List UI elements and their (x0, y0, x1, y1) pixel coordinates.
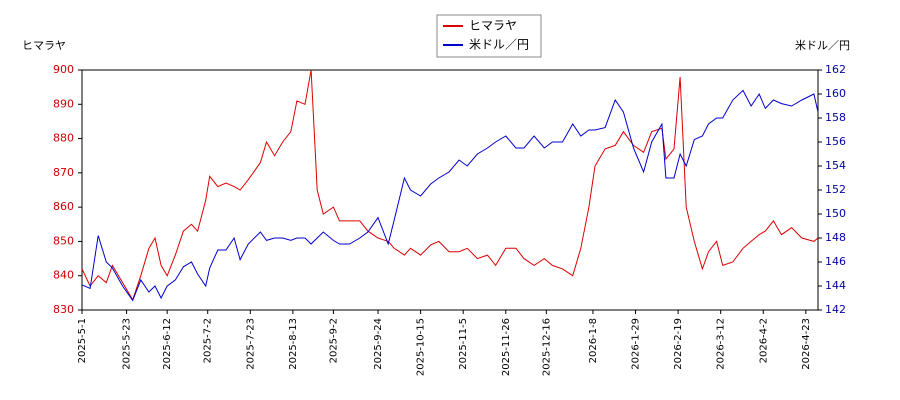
y2-tick-label: 152 (825, 183, 846, 196)
legend-label: ヒマラヤ (469, 19, 517, 33)
x-tick-label: 2026-3-12 (716, 318, 727, 370)
y2-tick-label: 156 (825, 135, 846, 148)
x-tick-label: 2025-10-15 (416, 318, 427, 376)
y2-tick-label: 150 (825, 207, 846, 220)
x-tick-label: 2025-11-5 (458, 318, 469, 370)
x-tick-label: 2026-1-29 (631, 318, 642, 370)
y-tick-label: 860 (53, 200, 74, 213)
y-tick-label: 850 (53, 234, 74, 247)
plot-frame (81, 69, 819, 311)
x-tick-label: 2025-11-26 (501, 318, 512, 376)
x-tick-label: 2025-8-13 (288, 318, 299, 370)
x-tick-label: 2025-7-23 (245, 318, 256, 370)
y2-tick-label: 142 (825, 303, 846, 316)
x-tick-label: 2026-1-8 (588, 318, 599, 363)
y2-tick-label: 148 (825, 231, 846, 244)
y2-tick-label: 144 (825, 279, 846, 292)
y-tick-label: 840 (53, 269, 74, 282)
y-tick-label: 830 (53, 303, 74, 316)
x-tick-label: 2025-5-23 (122, 318, 133, 370)
x-tick-label: 2026-4-2 (758, 318, 769, 363)
y2-tick-label: 154 (825, 159, 846, 172)
x-tick-label: 2026-4-23 (801, 318, 812, 370)
x-tick-label: 2025-6-12 (162, 318, 173, 370)
x-tick-label: 2025-7-2 (203, 318, 214, 363)
series-line (81, 89, 819, 302)
y-tick-label: 900 (53, 63, 74, 76)
x-tick-label: 2025-9-24 (373, 318, 384, 370)
x-tick-label: 2025-9-2 (328, 318, 339, 363)
x-tick-label: 2026-2-19 (673, 318, 684, 370)
legend-box (436, 14, 542, 58)
y2-tick-label: 160 (825, 87, 846, 100)
x-tick-label: 2025-5-1 (77, 318, 88, 363)
y2-tick-label: 162 (825, 63, 846, 76)
y2-axis-label: 米ドル／円 (795, 39, 850, 52)
series-line (81, 69, 819, 301)
y2-tick-label: 158 (825, 111, 846, 124)
x-tick-label: 2025-12-16 (541, 318, 552, 376)
y-tick-label: 870 (53, 166, 74, 179)
y2-tick-label: 146 (825, 255, 846, 268)
legend-label: 米ドル／円 (469, 38, 529, 52)
y-tick-label: 890 (53, 97, 74, 110)
y-tick-label: 880 (53, 132, 74, 145)
y-axis-label: ヒマラヤ (22, 39, 66, 52)
